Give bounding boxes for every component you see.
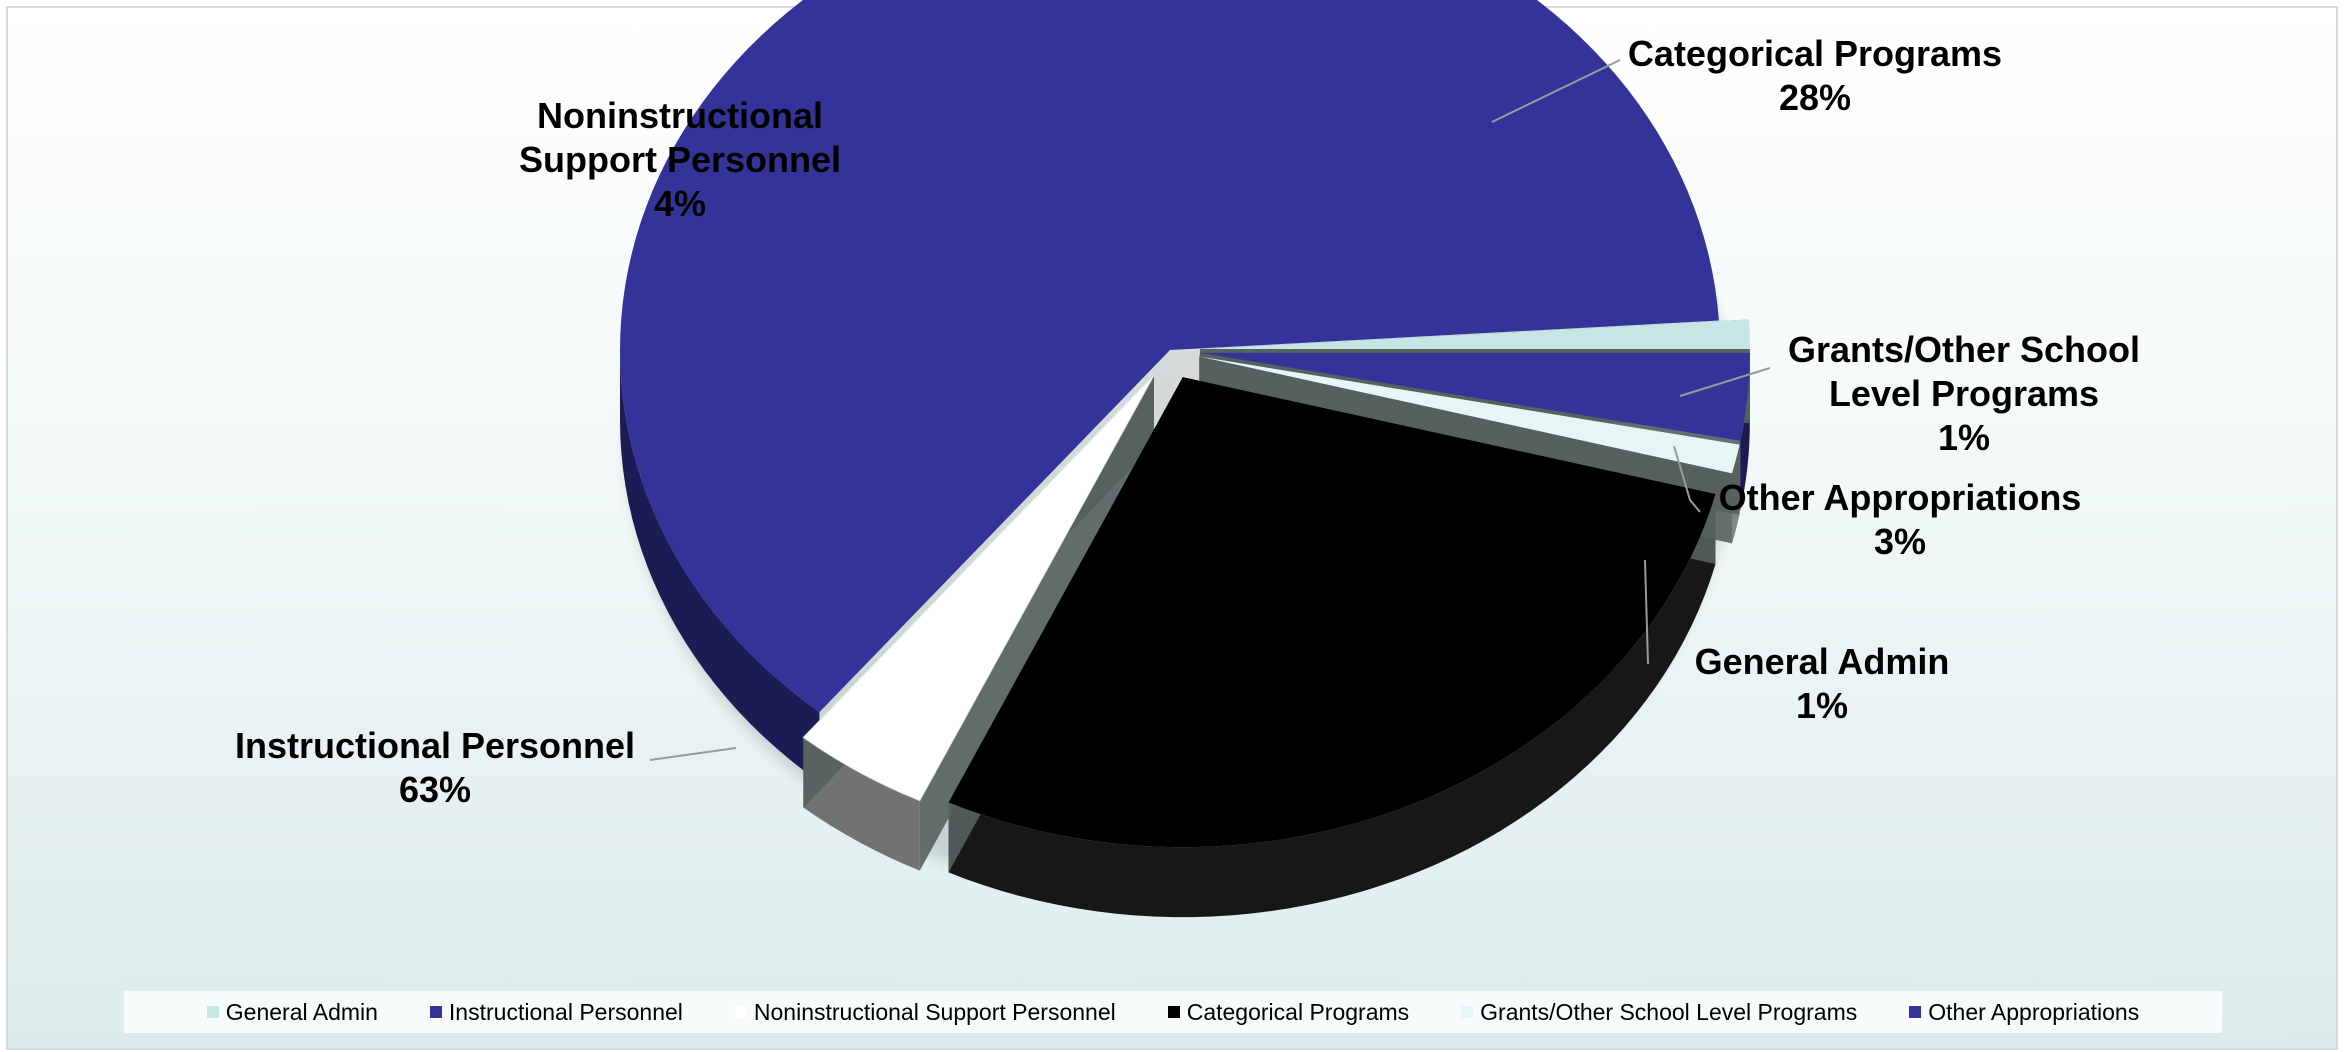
pie-slice-categorical-programs <box>948 377 1716 848</box>
pie-slice-general-admin <box>1199 319 1750 350</box>
label-noninstructional-pct: 4% <box>654 183 706 224</box>
legend-item-noninstructional-support: Noninstructional Support Personnel <box>734 998 1116 1026</box>
label-instructional-pct: 63% <box>399 769 471 810</box>
legend-item-general-admin: General Admin <box>206 998 378 1026</box>
pie-slice-noninstructional-support-personnel <box>802 374 1155 802</box>
legend-label: Categorical Programs <box>1186 998 1410 1025</box>
legend-label: Noninstructional Support Personnel <box>753 998 1116 1025</box>
legend-label: Other Appropriations <box>1928 998 2140 1025</box>
leader-lines <box>649 59 1771 761</box>
legend-swatch <box>429 1006 442 1018</box>
pie-slice-instructional-personnel <box>620 0 1719 713</box>
legend-swatch <box>1909 1006 1922 1018</box>
label-other: Other Appropriations <box>1719 477 2082 518</box>
leader-other <box>1673 445 1701 513</box>
leader-grants <box>1679 367 1771 397</box>
label-general-admin: General Admin <box>1695 641 1950 682</box>
pie-side <box>620 350 820 783</box>
label-categorical: Categorical Programs <box>1628 33 2002 74</box>
legend-swatch <box>1461 1006 1474 1018</box>
pie-cut-face <box>919 375 1154 871</box>
label-noninstructional: Noninstructional <box>537 95 823 136</box>
label-grants-pct: 1% <box>1938 417 1990 458</box>
leader-general-admin <box>1644 559 1649 665</box>
legend-swatch <box>1167 1006 1180 1018</box>
pie-side <box>1740 352 1750 511</box>
pie-side <box>948 494 1716 918</box>
pie-slices <box>620 0 1750 918</box>
leader-categorical <box>1491 59 1621 123</box>
label-grants-2: Level Programs <box>1829 373 2099 414</box>
legend-label: Instructional Personnel <box>448 998 683 1025</box>
pie-slice-grants-other-school-level-programs <box>1199 356 1740 474</box>
label-instructional: Instructional Personnel <box>235 725 635 766</box>
legend-swatch <box>206 1006 219 1018</box>
label-noninstructional-2: Support Personnel <box>519 139 841 180</box>
legend-item-other-appropriations: Other Appropriations <box>1909 999 2139 1026</box>
label-categorical-pct: 28% <box>1779 77 1851 118</box>
legend-label: General Admin <box>225 998 378 1025</box>
label-grants: Grants/Other School <box>1788 329 2140 370</box>
legend-swatch <box>734 1006 747 1018</box>
label-general-admin-pct: 1% <box>1796 685 1848 726</box>
legend-item-categorical-programs: Categorical Programs <box>1167 998 1410 1026</box>
legend-label: Grants/Other School Level Programs <box>1480 998 1858 1025</box>
leader-instructional <box>649 747 737 761</box>
label-other-pct: 3% <box>1874 521 1926 562</box>
chart-legend: General Admin Instructional Personnel No… <box>124 991 2222 1033</box>
pie-slice-other-appropriations <box>1199 352 1750 441</box>
legend-item-grants-other: Grants/Other School Level Programs <box>1461 999 1857 1026</box>
legend-item-instructional-personnel: Instructional Personnel <box>429 998 683 1026</box>
